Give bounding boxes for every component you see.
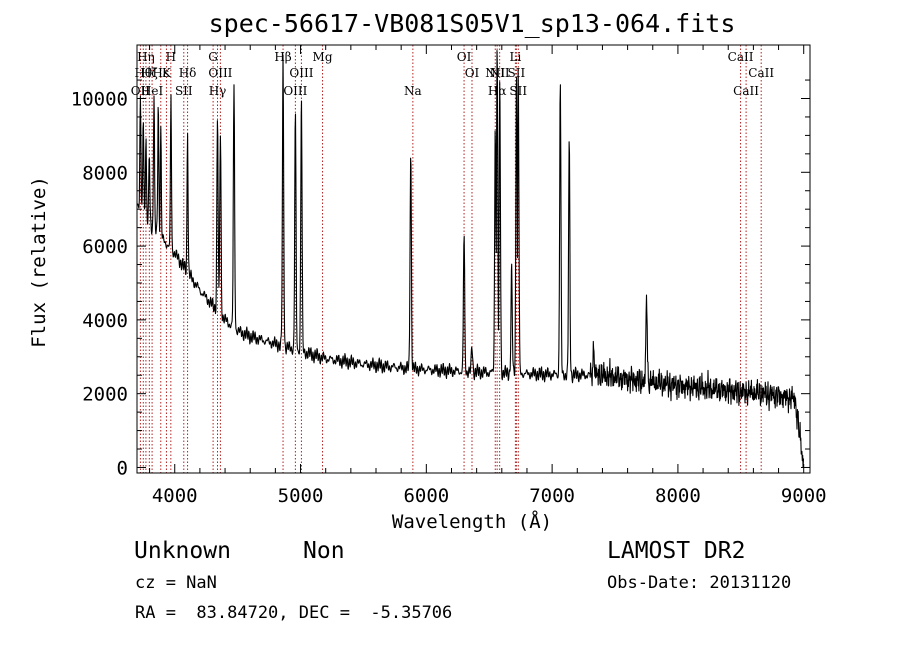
- line-marker-label: Hγ: [209, 84, 227, 98]
- line-marker-label: CaII: [733, 84, 759, 98]
- redshift-cz: cz = NaN: [135, 573, 217, 593]
- line-marker-label: Hζ: [141, 66, 158, 80]
- line-marker-label: Na: [404, 84, 422, 98]
- line-marker-label: Hε: [152, 66, 169, 80]
- y-tick-label: 4000: [82, 310, 128, 332]
- line-marker-label: Mg: [313, 50, 333, 64]
- line-marker-label: NII: [490, 66, 510, 80]
- x-tick-label: 5000: [278, 485, 324, 507]
- line-marker-label: OII: [131, 84, 151, 98]
- line-marker-label: OI: [457, 50, 472, 64]
- line-marker-label: SII: [175, 84, 193, 98]
- line-marker-label: OI: [465, 66, 480, 80]
- y-tick-label: 6000: [82, 236, 128, 258]
- line-marker-label: Li: [509, 50, 521, 64]
- line-marker-label: Hη: [137, 50, 155, 64]
- x-tick-label: 9000: [781, 485, 827, 507]
- spectrum-line: [136, 50, 805, 469]
- x-axis-label: Wavelength (Å): [392, 510, 552, 533]
- y-tick-label: 2000: [82, 384, 128, 406]
- line-marker-label: Hδ: [179, 66, 197, 80]
- chart-title: spec-56617-VB081S05V1_sp13-064.fits: [209, 9, 736, 38]
- line-marker-label: CaII: [728, 50, 754, 64]
- x-tick-label: 8000: [655, 485, 701, 507]
- y-tick-label: 8000: [82, 162, 128, 184]
- observation-date: Obs-Date: 20131120: [607, 573, 792, 593]
- x-tick-label: 4000: [152, 485, 198, 507]
- line-marker-label: Hθ: [134, 66, 152, 80]
- axis-ticks: 4000 5000 6000 7000 8000 9000 0 2000 4000 6000 800…: [71, 45, 827, 507]
- line-marker-label: OIII: [283, 84, 307, 98]
- x-tick-label: 6000: [403, 485, 449, 507]
- line-marker-label: OIII: [208, 66, 232, 80]
- survey-name: LAMOST DR2: [607, 538, 746, 564]
- line-marker-label: CaII: [748, 66, 774, 80]
- line-marker-label: SII: [508, 66, 526, 80]
- sky-coordinates: RA = 83.84720, DEC = -5.35706: [135, 603, 453, 623]
- line-marker-label: HeI: [141, 84, 164, 98]
- line-marker-label: NII: [485, 66, 505, 80]
- line-marker-label: OIII: [289, 66, 313, 80]
- object-subclass: Non: [303, 538, 345, 564]
- y-tick-label: 0: [117, 457, 128, 479]
- line-marker-label: G: [208, 50, 218, 64]
- line-marker-label-layer: OIIHθHηHζHeIHεKHSIIHδGHγOIIIHβOIIIOIIIMg…: [131, 50, 775, 98]
- y-tick-label: 10000: [71, 89, 128, 111]
- line-marker-label: K: [162, 66, 172, 80]
- object-class: Unknown: [134, 538, 231, 564]
- line-marker-label: H: [166, 50, 176, 64]
- y-axis-label: Flux (relative): [28, 176, 50, 348]
- plot-frame: [136, 44, 811, 474]
- x-tick-label: 7000: [529, 485, 575, 507]
